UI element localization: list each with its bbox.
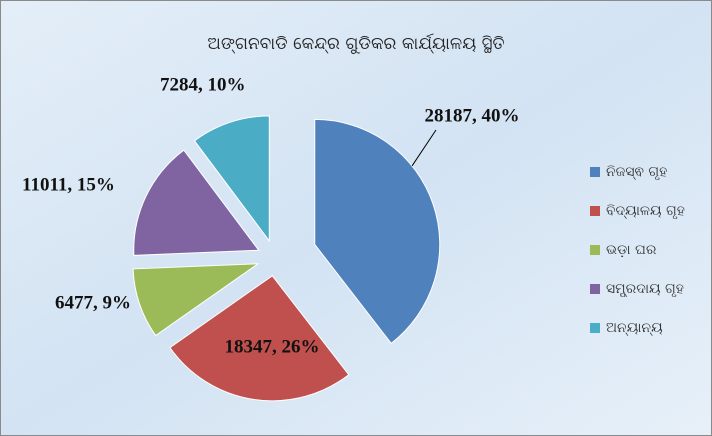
chart-title: ଅଙ୍ଗନବାଡି କେନ୍ଦ୍ର ଗୁଡିକର କାର୍ଯ୍ୟାଳୟ ସ୍ଥି… [207, 33, 504, 54]
legend-label: ସମ୍ପ୍ରଦାୟ ଗୃହ [606, 281, 684, 297]
legend-swatch [590, 206, 600, 216]
data-label: 18347, 26% [225, 336, 320, 357]
data-label: 6477, 9% [55, 292, 131, 313]
legend-label: ନିଜସ୍ଵ ଗୃହ [606, 164, 667, 180]
pie-slice [132, 263, 260, 337]
pie-slice [169, 275, 350, 402]
legend-swatch [590, 284, 600, 294]
legend-swatch [590, 323, 600, 333]
data-label: 7284, 10% [160, 74, 246, 95]
pie-slice [193, 115, 270, 243]
pie-slice [133, 149, 260, 256]
data-label: 28187, 40% [425, 105, 520, 126]
legend-label: ଅନ୍ୟାନ୍ୟ [606, 320, 663, 336]
legend-label: ଭଡ଼ା ଘର [606, 242, 657, 258]
leader-line [411, 129, 437, 167]
legend-swatch [590, 245, 600, 255]
pie-slice [314, 118, 441, 345]
legend-swatch [590, 167, 600, 177]
legend-label: ବିଦ୍ୟାଳୟ ଗୃହ [606, 203, 685, 219]
data-label: 11011, 15% [22, 174, 115, 195]
